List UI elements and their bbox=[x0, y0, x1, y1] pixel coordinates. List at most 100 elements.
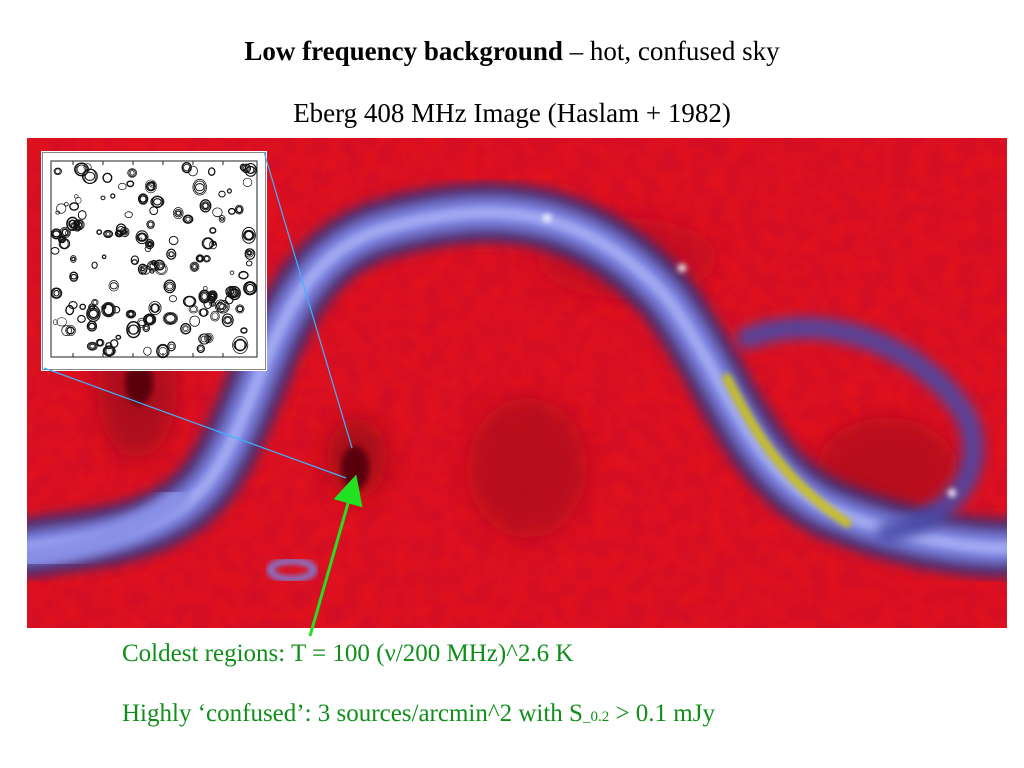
source-contour bbox=[183, 326, 189, 332]
source-contour bbox=[69, 255, 77, 263]
source-contour bbox=[145, 314, 154, 325]
source-contour bbox=[146, 220, 155, 229]
source-contour bbox=[125, 309, 137, 319]
source-contour bbox=[210, 310, 220, 322]
source-contour bbox=[189, 306, 198, 313]
source-contour bbox=[153, 198, 162, 206]
source-contour bbox=[149, 303, 161, 313]
source-contour bbox=[180, 323, 192, 335]
source-contour bbox=[195, 183, 205, 192]
source-contour bbox=[139, 195, 148, 203]
source-contour bbox=[163, 312, 177, 325]
source-contour bbox=[103, 229, 114, 238]
source-contour bbox=[162, 311, 179, 325]
source-contour bbox=[245, 249, 253, 256]
source-contour bbox=[109, 282, 118, 290]
source-contour bbox=[143, 346, 152, 356]
source-contour bbox=[114, 229, 124, 238]
source-contour bbox=[233, 339, 248, 351]
source-contour bbox=[55, 210, 61, 215]
source-contour bbox=[207, 167, 216, 176]
source-contour bbox=[86, 320, 98, 332]
source-contour bbox=[60, 227, 70, 237]
source-contour bbox=[101, 305, 107, 310]
source-contour bbox=[138, 237, 143, 241]
source-contour bbox=[53, 167, 62, 176]
source-contour bbox=[142, 313, 157, 326]
source-contour bbox=[65, 324, 76, 337]
source-contour bbox=[235, 205, 243, 214]
source-contour bbox=[183, 163, 191, 172]
source-contour bbox=[69, 202, 80, 211]
confusion-inset-map bbox=[42, 152, 266, 370]
confusion-note: Highly ‘confused’: 3 sources/arcmin^2 wi… bbox=[122, 700, 715, 728]
source-contour bbox=[225, 286, 235, 295]
source-contour bbox=[95, 338, 105, 347]
source-contour bbox=[226, 188, 232, 194]
source-contour bbox=[77, 314, 86, 323]
source-contour bbox=[196, 344, 205, 354]
source-contour bbox=[215, 302, 225, 310]
slide-subtitle: Eberg 408 MHz Image (Haslam + 1982) bbox=[293, 98, 731, 128]
source-contour bbox=[202, 202, 209, 210]
source-contour bbox=[157, 344, 169, 358]
source-contour bbox=[209, 227, 217, 234]
source-contour bbox=[70, 273, 77, 280]
source-contour bbox=[211, 312, 219, 320]
source-contour bbox=[212, 207, 223, 218]
source-contour bbox=[137, 263, 148, 275]
source-contour bbox=[219, 217, 225, 221]
source-contour bbox=[96, 339, 104, 347]
source-contour bbox=[72, 219, 85, 231]
source-contour bbox=[53, 289, 60, 297]
source-contour bbox=[89, 343, 95, 349]
source-contour bbox=[127, 324, 140, 335]
source-contour bbox=[88, 342, 97, 350]
source-contour bbox=[223, 316, 233, 325]
source-contour bbox=[244, 248, 256, 260]
source-contour bbox=[102, 302, 115, 317]
source-contour bbox=[156, 264, 167, 274]
confusion-note-subscript: _0.2 bbox=[582, 709, 610, 725]
source-contour bbox=[192, 264, 197, 270]
source-contour bbox=[156, 343, 170, 359]
source-contour bbox=[182, 295, 197, 308]
source-contour bbox=[129, 170, 135, 176]
source-contour bbox=[189, 315, 201, 327]
source-contour bbox=[126, 320, 141, 339]
source-contour bbox=[59, 226, 71, 238]
source-contour bbox=[168, 251, 174, 257]
source-contour bbox=[192, 178, 207, 196]
source-contour bbox=[101, 254, 107, 260]
source-contour bbox=[232, 336, 249, 354]
source-contour bbox=[65, 304, 75, 316]
source-contour bbox=[124, 211, 133, 219]
source-contour bbox=[209, 300, 216, 307]
source-contour bbox=[199, 291, 210, 302]
source-contour bbox=[63, 202, 69, 207]
source-contour bbox=[241, 163, 252, 174]
source-contour bbox=[50, 246, 60, 255]
source-contour bbox=[84, 171, 96, 181]
source-contour bbox=[69, 271, 79, 282]
source-contour bbox=[189, 261, 200, 272]
source-contour bbox=[145, 239, 155, 250]
source-contour bbox=[55, 168, 61, 175]
source-contour bbox=[104, 230, 112, 238]
source-contour bbox=[167, 251, 175, 258]
source-contour bbox=[81, 168, 98, 184]
coldest-region-spot bbox=[341, 446, 369, 490]
source-contour bbox=[127, 168, 138, 178]
source-contour bbox=[88, 303, 96, 312]
source-contour bbox=[199, 199, 212, 213]
source-contour bbox=[175, 210, 182, 216]
source-contour bbox=[221, 313, 234, 328]
source-contour bbox=[201, 293, 208, 300]
source-contour bbox=[181, 161, 192, 174]
source-contour bbox=[206, 335, 212, 341]
source-contour bbox=[218, 190, 226, 198]
source-contour bbox=[218, 215, 226, 223]
source-contour bbox=[59, 236, 65, 242]
source-contour bbox=[202, 254, 211, 263]
source-contour bbox=[166, 248, 177, 260]
